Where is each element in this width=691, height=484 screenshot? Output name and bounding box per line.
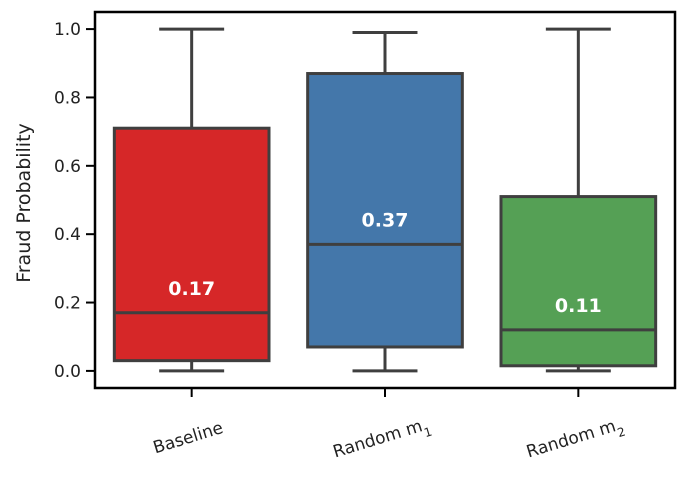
- y-tick-label: 0.8: [54, 88, 81, 108]
- x-tick-label: Baseline: [151, 418, 226, 458]
- iqr-box: [499, 195, 658, 368]
- y-tick-label: 1.0: [54, 20, 81, 40]
- y-tick-label: 0.0: [54, 362, 81, 382]
- median-value-label: 0.11: [555, 295, 602, 317]
- iqr-box: [112, 126, 271, 363]
- y-axis-title: Fraud Probability: [13, 123, 35, 283]
- x-tick-label-main: Baseline: [151, 418, 226, 458]
- x-tick-label-main: Random m: [331, 416, 425, 462]
- y-tick-label: 0.4: [54, 225, 81, 245]
- plot-frame: [93, 10, 677, 390]
- box-group: 0.37: [306, 31, 464, 373]
- x-tick-label-subscript: 2: [616, 425, 627, 441]
- y-tick-label: 0.6: [54, 157, 81, 177]
- box-group: 0.17: [112, 27, 271, 373]
- iqr-box: [306, 72, 464, 349]
- box-group: 0.11: [499, 27, 658, 373]
- median-value-label: 0.37: [362, 209, 409, 231]
- x-tick-label-main: Random m: [524, 416, 618, 462]
- y-tick-label: 0.2: [54, 294, 81, 314]
- x-tick-label: Random m2: [524, 414, 627, 467]
- median-value-label: 0.17: [168, 278, 215, 300]
- x-tick-label-subscript: 1: [422, 425, 433, 441]
- x-tick-label: Random m1: [331, 414, 434, 467]
